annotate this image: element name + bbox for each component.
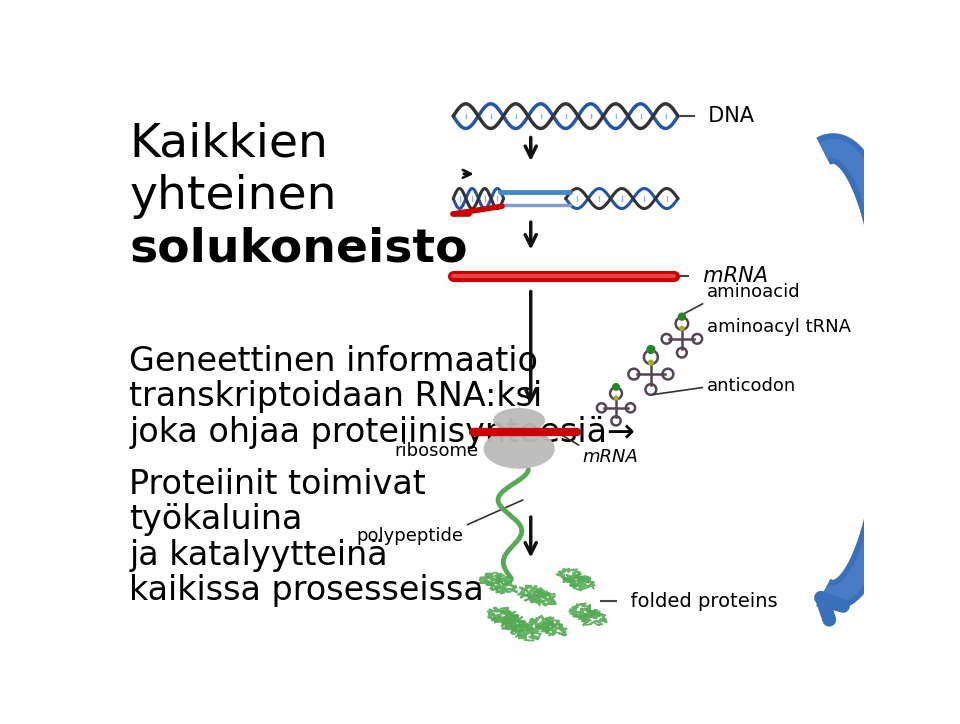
Text: joka ohjaa proteiinisynteesiä→: joka ohjaa proteiinisynteesiä→ bbox=[130, 416, 636, 449]
Circle shape bbox=[614, 396, 618, 400]
Text: transkriptoidaan RNA:ksi: transkriptoidaan RNA:ksi bbox=[130, 380, 542, 413]
Text: ribosome: ribosome bbox=[395, 442, 479, 460]
Text: DNA: DNA bbox=[695, 106, 754, 126]
Text: anticodon: anticodon bbox=[707, 376, 796, 395]
Text: kaikissa prosesseissa: kaikissa prosesseissa bbox=[130, 574, 484, 607]
Text: mRNA: mRNA bbox=[583, 448, 638, 466]
Circle shape bbox=[612, 384, 619, 390]
Text: työkaluina: työkaluina bbox=[130, 503, 302, 536]
Text: Geneettinen informaatio: Geneettinen informaatio bbox=[130, 345, 539, 378]
Text: solukoneisto: solukoneisto bbox=[130, 226, 468, 272]
Ellipse shape bbox=[494, 409, 544, 432]
Text: ja katalyytteinä: ja katalyytteinä bbox=[130, 539, 388, 572]
Circle shape bbox=[680, 327, 684, 331]
Text: polypeptide: polypeptide bbox=[356, 527, 464, 545]
Text: Kaikkien: Kaikkien bbox=[130, 122, 328, 167]
Text: aminoacyl tRNA: aminoacyl tRNA bbox=[707, 318, 851, 336]
Circle shape bbox=[649, 361, 653, 365]
Text: yhteinen: yhteinen bbox=[130, 174, 337, 219]
Text: Proteiinit toimivat: Proteiinit toimivat bbox=[130, 468, 426, 501]
Text: mRNA: mRNA bbox=[689, 266, 768, 285]
Text: aminoacid: aminoacid bbox=[707, 283, 801, 301]
Text: folded proteins: folded proteins bbox=[617, 592, 778, 611]
Circle shape bbox=[679, 313, 685, 320]
Ellipse shape bbox=[484, 429, 554, 468]
Circle shape bbox=[647, 345, 655, 353]
